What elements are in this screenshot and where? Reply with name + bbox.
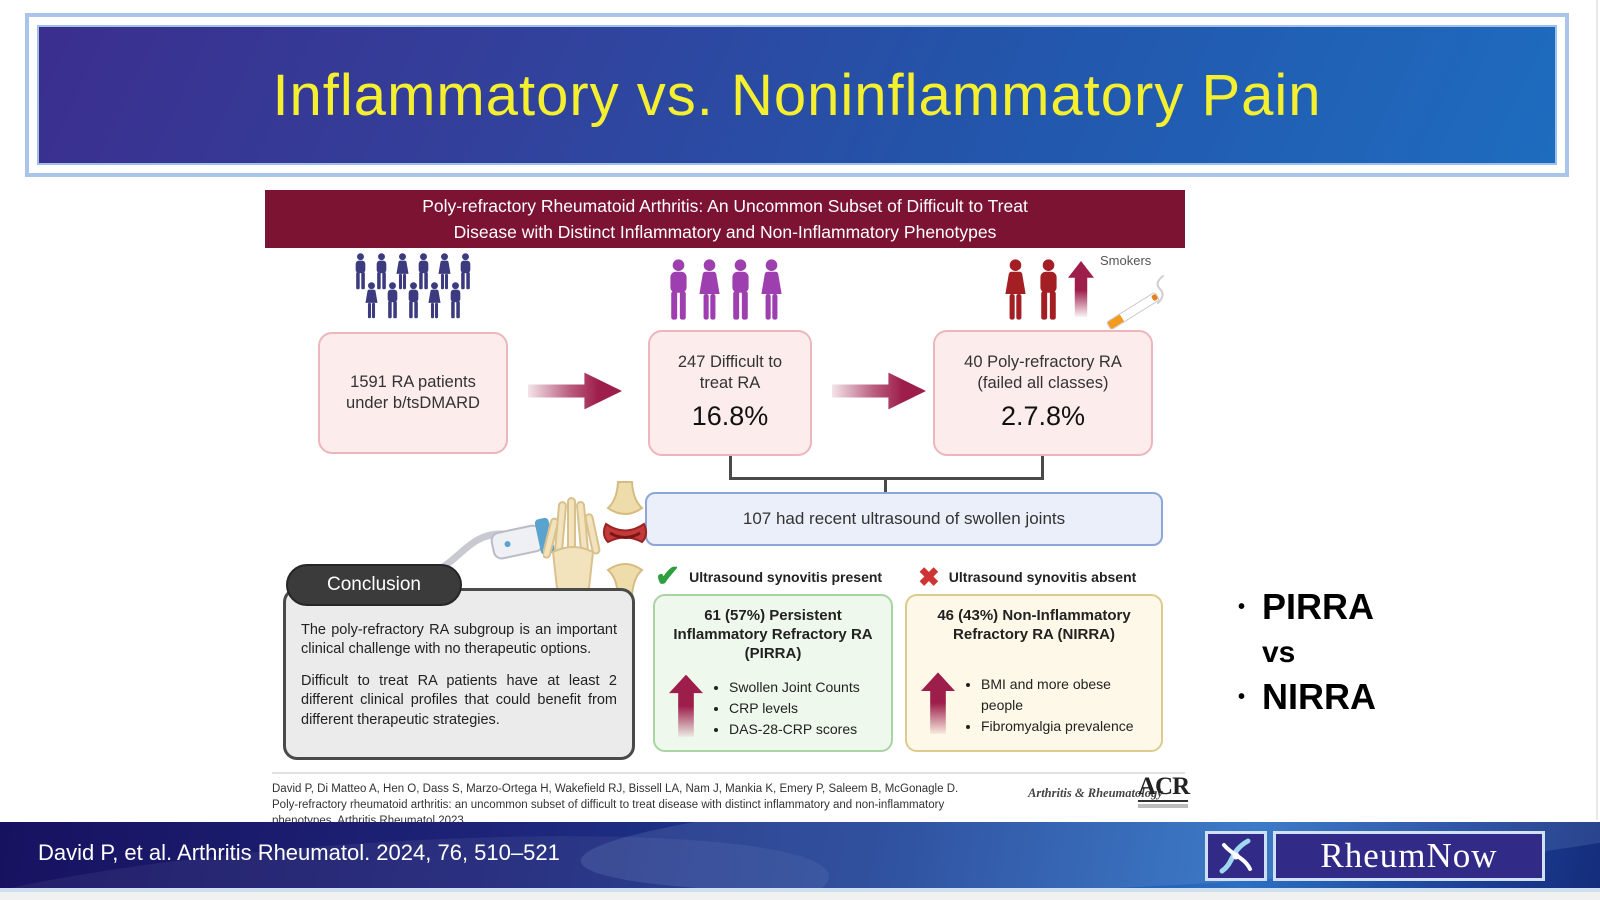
connector-line bbox=[1041, 456, 1044, 479]
rheumnow-logo-text-box: RheumNow bbox=[1273, 831, 1545, 881]
acr-logo-rule bbox=[1138, 800, 1188, 802]
title-banner: Inflammatory vs. Noninflammatory Pain bbox=[37, 25, 1557, 165]
pirra-content: Swollen Joint CountsCRP levelsDAS-28-CRP… bbox=[663, 674, 883, 740]
flow-box-percentage: 16.8% bbox=[691, 401, 769, 432]
nirra-content: BMI and more obese peopleFibromyalgia pr… bbox=[915, 672, 1153, 737]
increase-arrow-icon bbox=[921, 672, 955, 735]
side-list-item-pirra: • PIRRA bbox=[1238, 586, 1374, 628]
footer-bottom-line bbox=[0, 888, 1600, 892]
pirra-box: 61 (57%) Persistent Inflammatory Refract… bbox=[653, 594, 893, 752]
person-icon bbox=[424, 282, 445, 319]
acr-logo-subline bbox=[1138, 804, 1188, 808]
person-icon bbox=[664, 259, 693, 321]
person-icon bbox=[726, 259, 755, 321]
pirra-title: 61 (57%) Persistent Inflammatory Refract… bbox=[673, 607, 873, 663]
hand-skeleton-icon bbox=[543, 497, 601, 594]
person-icon bbox=[361, 282, 382, 319]
bullet-item: DAS-28-CRP scores bbox=[729, 719, 860, 740]
cigarette-icon bbox=[1098, 275, 1170, 332]
person-icon bbox=[382, 282, 403, 319]
person-icon bbox=[757, 259, 786, 321]
person-icon bbox=[445, 282, 466, 319]
footer-citation: David P, et al. Arthritis Rheumatol. 202… bbox=[38, 840, 560, 865]
check-icon: ✔ bbox=[655, 560, 681, 593]
rheumnow-logo-text: RheumNow bbox=[1320, 836, 1498, 875]
nirra-bullet-list: BMI and more obese peopleFibromyalgia pr… bbox=[963, 674, 1153, 737]
flow-arrow-icon bbox=[832, 372, 926, 410]
bullet-item: Fibromyalgia prevalence bbox=[981, 716, 1153, 737]
synovitis-absent-header: ✖ Ultrasound synovitis absent bbox=[918, 564, 1136, 590]
side-list-label: PIRRA bbox=[1262, 586, 1375, 627]
person-icon bbox=[403, 282, 424, 319]
infographic-header-line1: Poly-refractory Rheumatoid Arthritis: An… bbox=[422, 195, 1028, 216]
flow-box-text: 40 Poly-refractory RA (failed all classe… bbox=[964, 352, 1122, 392]
side-list-vs: vs bbox=[1262, 636, 1296, 669]
citation-line1: David P, Di Matteo A, Hen O, Dass S, Mar… bbox=[272, 783, 959, 795]
journal-name: Arthritis & Rheumatology bbox=[1028, 786, 1163, 800]
flow-box-text: 247 Difficult to treat RA bbox=[677, 352, 783, 392]
connector-line bbox=[884, 479, 887, 492]
bullet-icon: • bbox=[1238, 596, 1246, 618]
bullet-icon: • bbox=[1238, 686, 1246, 708]
bullet-item: BMI and more obese people bbox=[981, 674, 1153, 716]
nirra-title: 46 (43%) Non-Inflammatory Refractory RA … bbox=[937, 607, 1131, 644]
bottom-strip bbox=[0, 892, 1600, 900]
person-icon bbox=[1001, 259, 1030, 321]
synovitis-absent-label: Ultrasound synovitis absent bbox=[948, 569, 1137, 585]
nirra-box: 46 (43%) Non-Inflammatory Refractory RA … bbox=[905, 594, 1163, 752]
smokers-up-arrow-icon bbox=[1068, 261, 1094, 317]
flow-arrow-icon bbox=[528, 372, 622, 410]
acr-logo-text: ACR bbox=[1138, 773, 1190, 800]
flow-box-difficult-to-treat: 247 Difficult to treat RA 16.8% bbox=[648, 330, 812, 456]
title-banner-frame: Inflammatory vs. Noninflammatory Pain bbox=[25, 13, 1569, 177]
difficult-to-treat-people-icons bbox=[664, 259, 786, 321]
x-icon: ✖ bbox=[918, 562, 940, 592]
bullet-item: CRP levels bbox=[729, 698, 860, 719]
conclusion-label: Conclusion bbox=[286, 564, 462, 606]
person-icon bbox=[695, 259, 724, 321]
person-icon bbox=[1034, 259, 1063, 321]
slide-title: Inflammatory vs. Noninflammatory Pain bbox=[272, 62, 1322, 128]
ultrasound-box: 107 had recent ultrasound of swollen joi… bbox=[645, 492, 1163, 546]
side-list-item-nirra: • NIRRA bbox=[1238, 676, 1376, 718]
cohort-people-icons bbox=[338, 253, 488, 319]
cigarette-body bbox=[1105, 291, 1161, 331]
flow-box-text: 1591 RA patients under b/tsDMARD bbox=[346, 372, 480, 412]
citation-line2: Poly-refractory rheumatoid arthritis: an… bbox=[272, 799, 945, 812]
smoke-icon bbox=[1156, 275, 1164, 304]
infographic-header-line2: Disease with Distinct Inflammatory and N… bbox=[453, 222, 997, 242]
smokers-label: Smokers bbox=[1100, 253, 1152, 268]
conclusion-box: The poly-refractory RA subgroup is an im… bbox=[283, 588, 635, 760]
rheumnow-logo-icon bbox=[1205, 831, 1267, 881]
poly-refractory-people-icons bbox=[1001, 259, 1063, 321]
cigarette-ember bbox=[1150, 293, 1159, 302]
knee-joint-icon bbox=[602, 481, 648, 597]
flow-box-poly-refractory: 40 Poly-refractory RA (failed all classe… bbox=[933, 330, 1153, 456]
side-list-label: NIRRA bbox=[1262, 676, 1377, 717]
flow-box-ra-patients: 1591 RA patients under b/tsDMARD bbox=[318, 332, 508, 454]
pirra-bullet-list: Swollen Joint CountsCRP levelsDAS-28-CRP… bbox=[711, 677, 860, 740]
infographic-header: Poly-refractory Rheumatoid Arthritis: An… bbox=[265, 190, 1185, 248]
synovitis-present-header: ✔ Ultrasound synovitis present bbox=[655, 562, 882, 592]
conclusion-paragraph-1: The poly-refractory RA subgroup is an im… bbox=[301, 622, 617, 658]
conclusion-paragraph-2: Difficult to treat RA patients have at l… bbox=[301, 673, 617, 728]
bullet-item: Swollen Joint Counts bbox=[729, 677, 860, 698]
connector-line bbox=[729, 477, 1044, 480]
cigarette-filter bbox=[1107, 314, 1125, 330]
increase-arrow-icon bbox=[669, 674, 703, 737]
slide-right-edge bbox=[1596, 0, 1598, 820]
acr-logo: ACR bbox=[1138, 773, 1190, 808]
rheumnow-logo: RheumNow bbox=[1205, 831, 1545, 881]
connector-line bbox=[729, 456, 732, 479]
synovitis-present-label: Ultrasound synovitis present bbox=[689, 569, 883, 585]
ultrasound-box-text: 107 had recent ultrasound of swollen joi… bbox=[742, 509, 1066, 528]
flow-box-percentage: 2.7.8% bbox=[1000, 401, 1086, 432]
